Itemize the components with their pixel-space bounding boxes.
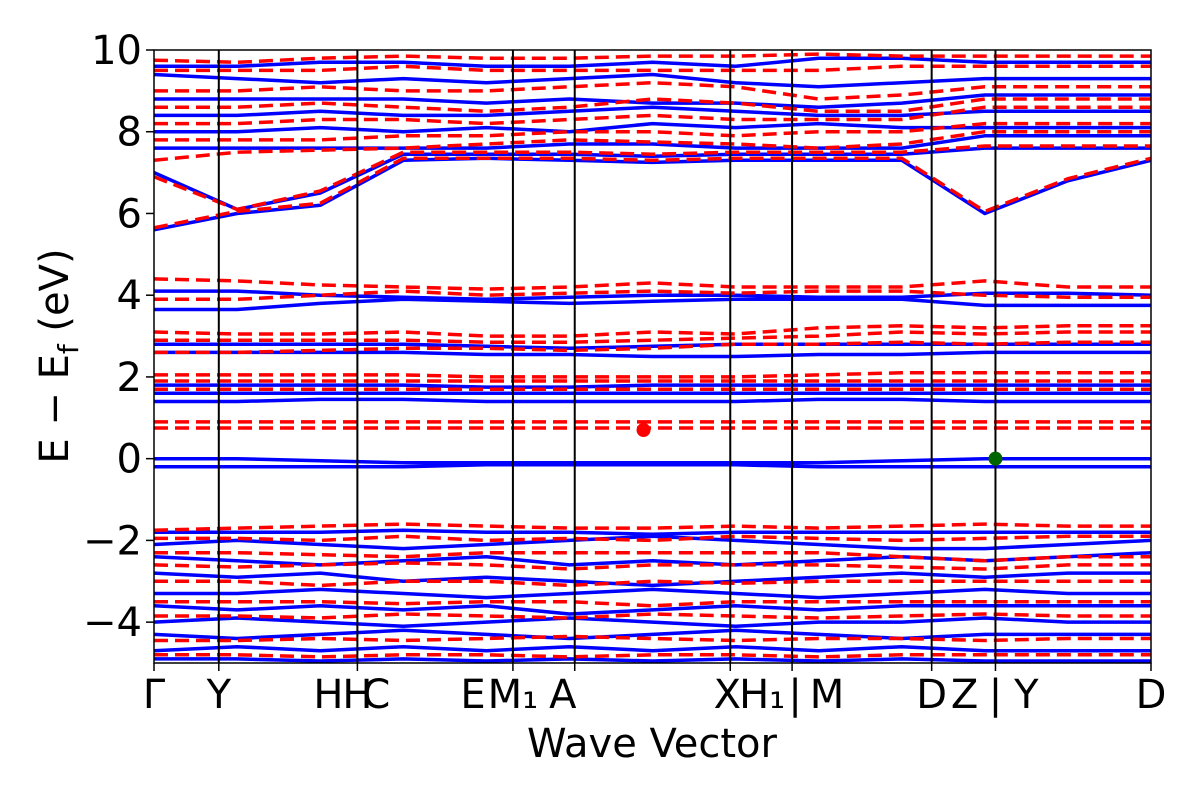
dashed-band-line <box>154 52 1151 65</box>
solid-band-line <box>154 383 1151 389</box>
dashed-band-line <box>154 277 1151 291</box>
dashed-band-line <box>154 105 1151 126</box>
y-axis-ticks: 10 8 6 4 2 0 −2 −4 <box>83 28 154 646</box>
y-tick-label: 2 <box>117 355 142 401</box>
solid-band-line <box>154 350 1151 359</box>
solid-band-line <box>154 56 1151 69</box>
markers-layer <box>636 423 1003 466</box>
y-tick-label: 0 <box>117 437 142 483</box>
x-tick-label: X <box>714 672 741 718</box>
dashed-band-line <box>154 634 1151 643</box>
dashed-band-line <box>154 534 1151 543</box>
x-tick-label: Γ <box>143 672 166 718</box>
y-tick-label: 8 <box>117 110 142 156</box>
x-tick-label: H <box>313 672 343 718</box>
dashed-band-line <box>154 561 1151 571</box>
solid-band-line <box>154 146 1151 212</box>
dashed-band-line <box>154 522 1151 532</box>
dashed-band-line <box>154 80 1151 101</box>
highlight-point <box>988 451 1003 466</box>
bands-layer <box>154 52 1151 663</box>
solid-band-line <box>154 72 1151 89</box>
dashed-band-line <box>154 599 1151 608</box>
dashed-band-line <box>154 550 1151 563</box>
y-axis-label: E − Ef (eV) <box>32 248 85 463</box>
plot-frame <box>153 49 1152 664</box>
solid-band-line <box>154 657 1151 663</box>
solid-band-line <box>154 456 1151 465</box>
x-axis-label: Wave Vector <box>527 721 778 767</box>
x-tick-label: E <box>460 672 485 718</box>
dashed-band-line <box>154 121 1151 142</box>
x-tick-label: D <box>1136 672 1167 718</box>
solid-band-line <box>154 644 1151 653</box>
solid-band-line <box>154 134 1151 150</box>
y-tick-label: 10 <box>91 28 142 74</box>
solid-band-line <box>154 528 1151 537</box>
y-tick-label: 6 <box>117 191 142 237</box>
dashed-band-line <box>154 289 1151 302</box>
x-tick-label: A <box>549 672 577 718</box>
dashed-band-line <box>154 144 1151 212</box>
dashed-band-line <box>154 156 1151 230</box>
dashed-band-line <box>154 64 1151 73</box>
solid-band-line <box>154 289 1151 302</box>
solid-band-line <box>154 616 1151 628</box>
x-tick-label: Y <box>206 672 232 718</box>
dashed-band-line <box>154 324 1151 338</box>
solid-band-line <box>154 587 1151 600</box>
solid-band-line <box>154 397 1151 404</box>
y-tick-label: 4 <box>117 273 142 319</box>
kpoint-divider-lines <box>217 50 997 663</box>
x-tick-label: H <box>342 672 372 718</box>
x-tick-label: M <box>810 672 845 718</box>
dashed-band-line <box>154 129 1151 163</box>
y-tick-label: −4 <box>83 600 142 646</box>
solid-band-line <box>154 105 1151 118</box>
solid-band-line <box>154 571 1151 588</box>
dashed-band-line <box>154 612 1151 620</box>
x-tick-label: Y <box>1013 672 1039 718</box>
y-tick-label: −2 <box>83 518 142 564</box>
y-axis-label-main: E − E <box>32 354 78 464</box>
x-tick-label: | <box>989 672 1002 718</box>
solid-band-line <box>154 121 1151 134</box>
y-axis-label-subscript: f <box>52 343 85 354</box>
dashed-band-line <box>154 330 1151 344</box>
solid-band-line <box>154 628 1151 641</box>
y-axis-label-unit: (eV) <box>32 248 78 344</box>
dashed-band-line <box>154 371 1151 379</box>
x-tick-label: | <box>788 672 801 718</box>
x-tick-label: H₁ <box>739 672 785 718</box>
x-tick-label: D <box>916 672 947 718</box>
dashed-band-line <box>154 579 1151 588</box>
solid-band-line <box>154 604 1151 616</box>
solid-band-line <box>154 463 1151 469</box>
solid-band-line <box>154 93 1151 109</box>
x-tick-label: M₁ <box>488 672 539 718</box>
highlight-point <box>636 423 651 438</box>
solid-band-line <box>154 534 1151 551</box>
x-axis-ticks: Γ Y HHC E M₁ A XH₁ | M D Z | Y D <box>143 663 1167 718</box>
dashed-band-line <box>154 340 1151 355</box>
solid-band-line <box>154 156 1151 232</box>
x-tick-label: C <box>362 672 390 718</box>
x-tick-label: Z <box>951 672 978 718</box>
solid-band-line <box>154 297 1151 312</box>
dashed-band-line <box>154 653 1151 659</box>
